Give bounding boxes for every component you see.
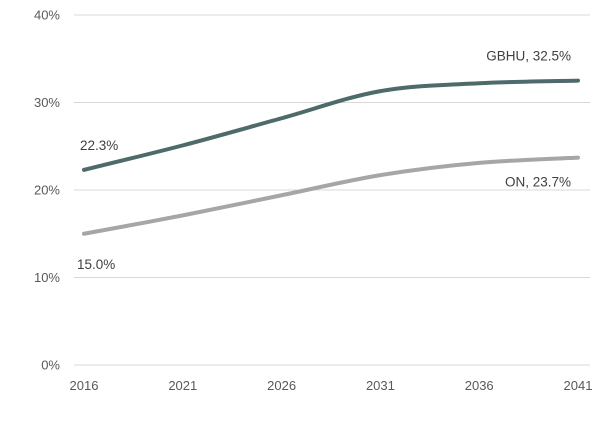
x-axis-tick-label: 2036 [465, 378, 494, 393]
x-axis-tick-label: 2016 [70, 378, 99, 393]
y-axis-tick-label: 30% [34, 95, 60, 110]
x-axis-tick-label: 2031 [366, 378, 395, 393]
series-data-label: ON, 23.7% [505, 175, 571, 190]
x-axis-tick-label: 2041 [564, 378, 593, 393]
y-axis-tick-label: 0% [41, 358, 60, 373]
x-axis-tick-label: 2021 [168, 378, 197, 393]
x-axis-tick-label: 2026 [267, 378, 296, 393]
series-data-label: 22.3% [80, 138, 118, 153]
series-line-gbhu [82, 78, 580, 172]
y-axis-tick-label: 20% [34, 183, 60, 198]
y-axis-tick-label: 10% [34, 270, 60, 285]
series-line-on [82, 155, 580, 236]
y-axis-tick-label: 40% [34, 8, 60, 23]
series-data-label: GBHU, 32.5% [486, 49, 571, 64]
series-data-label: 15.0% [77, 257, 115, 272]
